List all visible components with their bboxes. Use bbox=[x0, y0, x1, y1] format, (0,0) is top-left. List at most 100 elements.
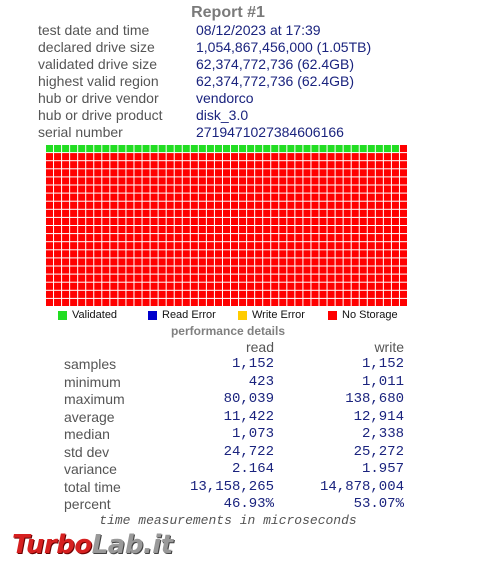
cell-no-storage bbox=[174, 153, 182, 161]
cell-no-storage bbox=[46, 298, 54, 306]
cell-validated bbox=[78, 145, 86, 153]
cell-no-storage bbox=[343, 153, 351, 161]
cell-no-storage bbox=[319, 217, 327, 225]
cell-no-storage bbox=[279, 274, 287, 282]
cell-no-storage bbox=[174, 274, 182, 282]
cell-no-storage bbox=[78, 234, 86, 242]
cell-no-storage bbox=[54, 234, 62, 242]
cell-validated bbox=[231, 145, 239, 153]
cell-validated bbox=[247, 145, 255, 153]
cell-no-storage bbox=[247, 266, 255, 274]
cell-no-storage bbox=[255, 266, 263, 274]
cell-no-storage bbox=[335, 217, 343, 225]
cell-no-storage bbox=[166, 177, 174, 185]
cell-no-storage bbox=[399, 201, 407, 209]
cell-no-storage bbox=[359, 169, 367, 177]
cell-no-storage bbox=[303, 298, 311, 306]
cell-no-storage bbox=[182, 169, 190, 177]
cell-no-storage bbox=[158, 234, 166, 242]
cell-no-storage bbox=[303, 250, 311, 258]
legend-item-validated: Validated bbox=[58, 308, 117, 322]
cell-no-storage bbox=[142, 234, 150, 242]
cell-no-storage bbox=[295, 242, 303, 250]
cell-no-storage bbox=[359, 258, 367, 266]
cell-no-storage bbox=[399, 234, 407, 242]
cell-no-storage bbox=[303, 290, 311, 298]
cell-no-storage bbox=[247, 153, 255, 161]
cell-no-storage bbox=[319, 153, 327, 161]
cell-no-storage bbox=[86, 226, 94, 234]
cell-no-storage bbox=[54, 153, 62, 161]
cell-no-storage bbox=[222, 161, 231, 169]
cell-no-storage bbox=[118, 153, 126, 161]
cell-no-storage bbox=[190, 234, 198, 242]
performance-cell-read: 11,422 bbox=[223, 408, 274, 425]
cell-no-storage bbox=[150, 266, 158, 274]
cell-validated bbox=[295, 145, 303, 153]
cell-no-storage bbox=[198, 290, 206, 298]
cell-no-storage bbox=[150, 185, 158, 193]
cell-no-storage bbox=[399, 177, 407, 185]
cell-no-storage bbox=[54, 274, 62, 282]
cell-no-storage bbox=[94, 290, 102, 298]
cell-no-storage bbox=[94, 209, 102, 217]
cell-no-storage bbox=[391, 161, 399, 169]
cell-no-storage bbox=[335, 258, 343, 266]
cell-no-storage bbox=[46, 274, 54, 282]
cell-no-storage bbox=[303, 193, 311, 201]
cell-no-storage bbox=[231, 193, 239, 201]
cell-no-storage bbox=[182, 193, 190, 201]
cell-no-storage bbox=[46, 290, 54, 298]
cell-no-storage bbox=[150, 242, 158, 250]
cell-no-storage bbox=[287, 250, 295, 258]
cell-no-storage bbox=[391, 193, 399, 201]
cell-no-storage bbox=[351, 234, 359, 242]
cell-no-storage bbox=[222, 274, 231, 282]
cell-no-storage bbox=[295, 274, 303, 282]
cell-no-storage bbox=[126, 282, 134, 290]
cell-no-storage bbox=[383, 290, 391, 298]
cell-no-storage bbox=[190, 226, 198, 234]
info-value: 62,374,772,736 (62.4GB) bbox=[196, 73, 355, 89]
cell-no-storage bbox=[271, 282, 279, 290]
cell-no-storage bbox=[166, 298, 174, 306]
cell-no-storage bbox=[46, 209, 54, 217]
cell-no-storage bbox=[359, 234, 367, 242]
cell-no-storage bbox=[255, 177, 263, 185]
cell-no-storage bbox=[231, 161, 239, 169]
cell-no-storage bbox=[271, 266, 279, 274]
cell-no-storage bbox=[190, 201, 198, 209]
legend-swatch bbox=[328, 310, 337, 320]
cell-no-storage bbox=[126, 193, 134, 201]
cell-no-storage bbox=[86, 217, 94, 225]
cell-no-storage bbox=[287, 193, 295, 201]
cell-no-storage bbox=[311, 242, 319, 250]
cell-no-storage bbox=[70, 274, 78, 282]
storage-map-grid bbox=[46, 145, 407, 306]
cell-no-storage bbox=[391, 258, 399, 266]
cell-no-storage bbox=[231, 201, 239, 209]
cell-no-storage bbox=[343, 209, 351, 217]
cell-no-storage bbox=[214, 161, 222, 169]
cell-no-storage bbox=[311, 258, 319, 266]
cell-no-storage bbox=[303, 185, 311, 193]
cell-validated bbox=[110, 145, 118, 153]
cell-no-storage bbox=[78, 161, 86, 169]
performance-cell-read: 80,039 bbox=[223, 391, 274, 407]
cell-no-storage bbox=[46, 185, 54, 193]
cell-no-storage bbox=[70, 290, 78, 298]
cell-no-storage bbox=[247, 258, 255, 266]
info-row-vendor: hub or drive vendor vendorco bbox=[38, 90, 371, 107]
cell-no-storage bbox=[247, 298, 255, 306]
cell-no-storage bbox=[86, 274, 94, 282]
cell-no-storage bbox=[231, 153, 239, 161]
cell-no-storage bbox=[222, 234, 231, 242]
cell-no-storage bbox=[142, 201, 150, 209]
cell-no-storage bbox=[359, 250, 367, 258]
cell-no-storage bbox=[239, 153, 247, 161]
cell-no-storage bbox=[46, 282, 54, 290]
cell-no-storage bbox=[391, 250, 399, 258]
cell-no-storage bbox=[327, 153, 335, 161]
cell-no-storage bbox=[206, 209, 214, 217]
legend-item-read-error: Read Error bbox=[148, 308, 216, 322]
